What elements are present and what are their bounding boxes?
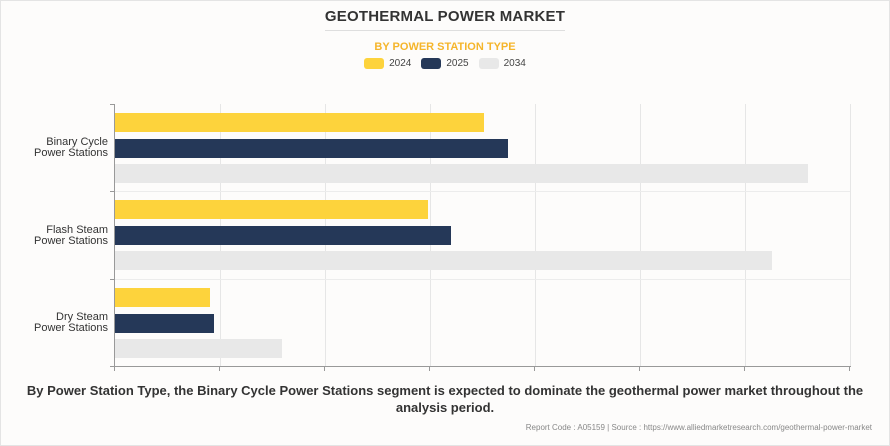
y-axis-tick bbox=[110, 191, 114, 193]
chart-caption: By Power Station Type, the Binary Cycle … bbox=[26, 383, 864, 415]
gridline-vertical bbox=[745, 104, 746, 366]
x-axis-tick bbox=[219, 367, 220, 371]
legend-label: 2025 bbox=[446, 58, 469, 69]
x-axis-tick bbox=[849, 367, 850, 371]
bar-2025[interactable] bbox=[115, 139, 508, 158]
gridline-vertical bbox=[535, 104, 536, 366]
y-axis-tick bbox=[110, 104, 114, 105]
gridline-horizontal bbox=[115, 278, 850, 280]
gridline-vertical bbox=[850, 104, 851, 366]
legend-item-2034[interactable]: 2034 bbox=[478, 58, 526, 69]
gridline-horizontal bbox=[115, 191, 850, 193]
legend-label: 2024 bbox=[389, 58, 412, 69]
x-axis-tick bbox=[429, 367, 430, 371]
x-axis-tick bbox=[534, 367, 535, 371]
legend: 2024 2025 2034 bbox=[0, 58, 890, 69]
legend-item-2025[interactable]: 2025 bbox=[421, 58, 469, 69]
bar-2024[interactable] bbox=[115, 113, 484, 132]
bar-2034[interactable] bbox=[115, 338, 282, 358]
source-note: Report Code : A05159 | Source : https://… bbox=[525, 423, 872, 432]
title-divider bbox=[325, 30, 565, 31]
bar-2024[interactable] bbox=[115, 287, 210, 307]
bar-2025[interactable] bbox=[115, 226, 451, 246]
legend-item-2024[interactable]: 2024 bbox=[364, 58, 411, 69]
bar-2034[interactable] bbox=[115, 164, 808, 183]
chart-title: GEOTHERMAL POWER MARKET bbox=[324, 8, 566, 25]
legend-swatch-2024 bbox=[364, 58, 385, 69]
y-axis-tick bbox=[110, 366, 114, 367]
category-label-flash-steam: Flash Steam Power Stations bbox=[34, 224, 108, 247]
x-axis bbox=[114, 366, 851, 367]
bar-2034[interactable] bbox=[115, 251, 773, 271]
gridline-vertical bbox=[640, 104, 641, 366]
legend-swatch-2025 bbox=[421, 58, 442, 69]
y-axis-tick bbox=[110, 278, 114, 280]
x-axis-tick bbox=[324, 367, 325, 371]
x-axis-tick bbox=[639, 367, 640, 371]
plot-area bbox=[115, 104, 851, 366]
bar-2024[interactable] bbox=[115, 200, 428, 220]
category-label-dry-steam: Dry Steam Power Stations bbox=[34, 311, 108, 334]
bar-2025[interactable] bbox=[115, 313, 214, 333]
x-axis-tick bbox=[114, 367, 115, 371]
legend-swatch-2034 bbox=[478, 58, 499, 69]
legend-label: 2034 bbox=[503, 58, 526, 69]
x-axis-tick bbox=[744, 367, 745, 371]
chart-subtitle: BY POWER STATION TYPE bbox=[374, 41, 516, 53]
y-axis bbox=[114, 104, 115, 367]
category-label-binary-cycle: Binary Cycle Power Stations bbox=[34, 136, 108, 159]
